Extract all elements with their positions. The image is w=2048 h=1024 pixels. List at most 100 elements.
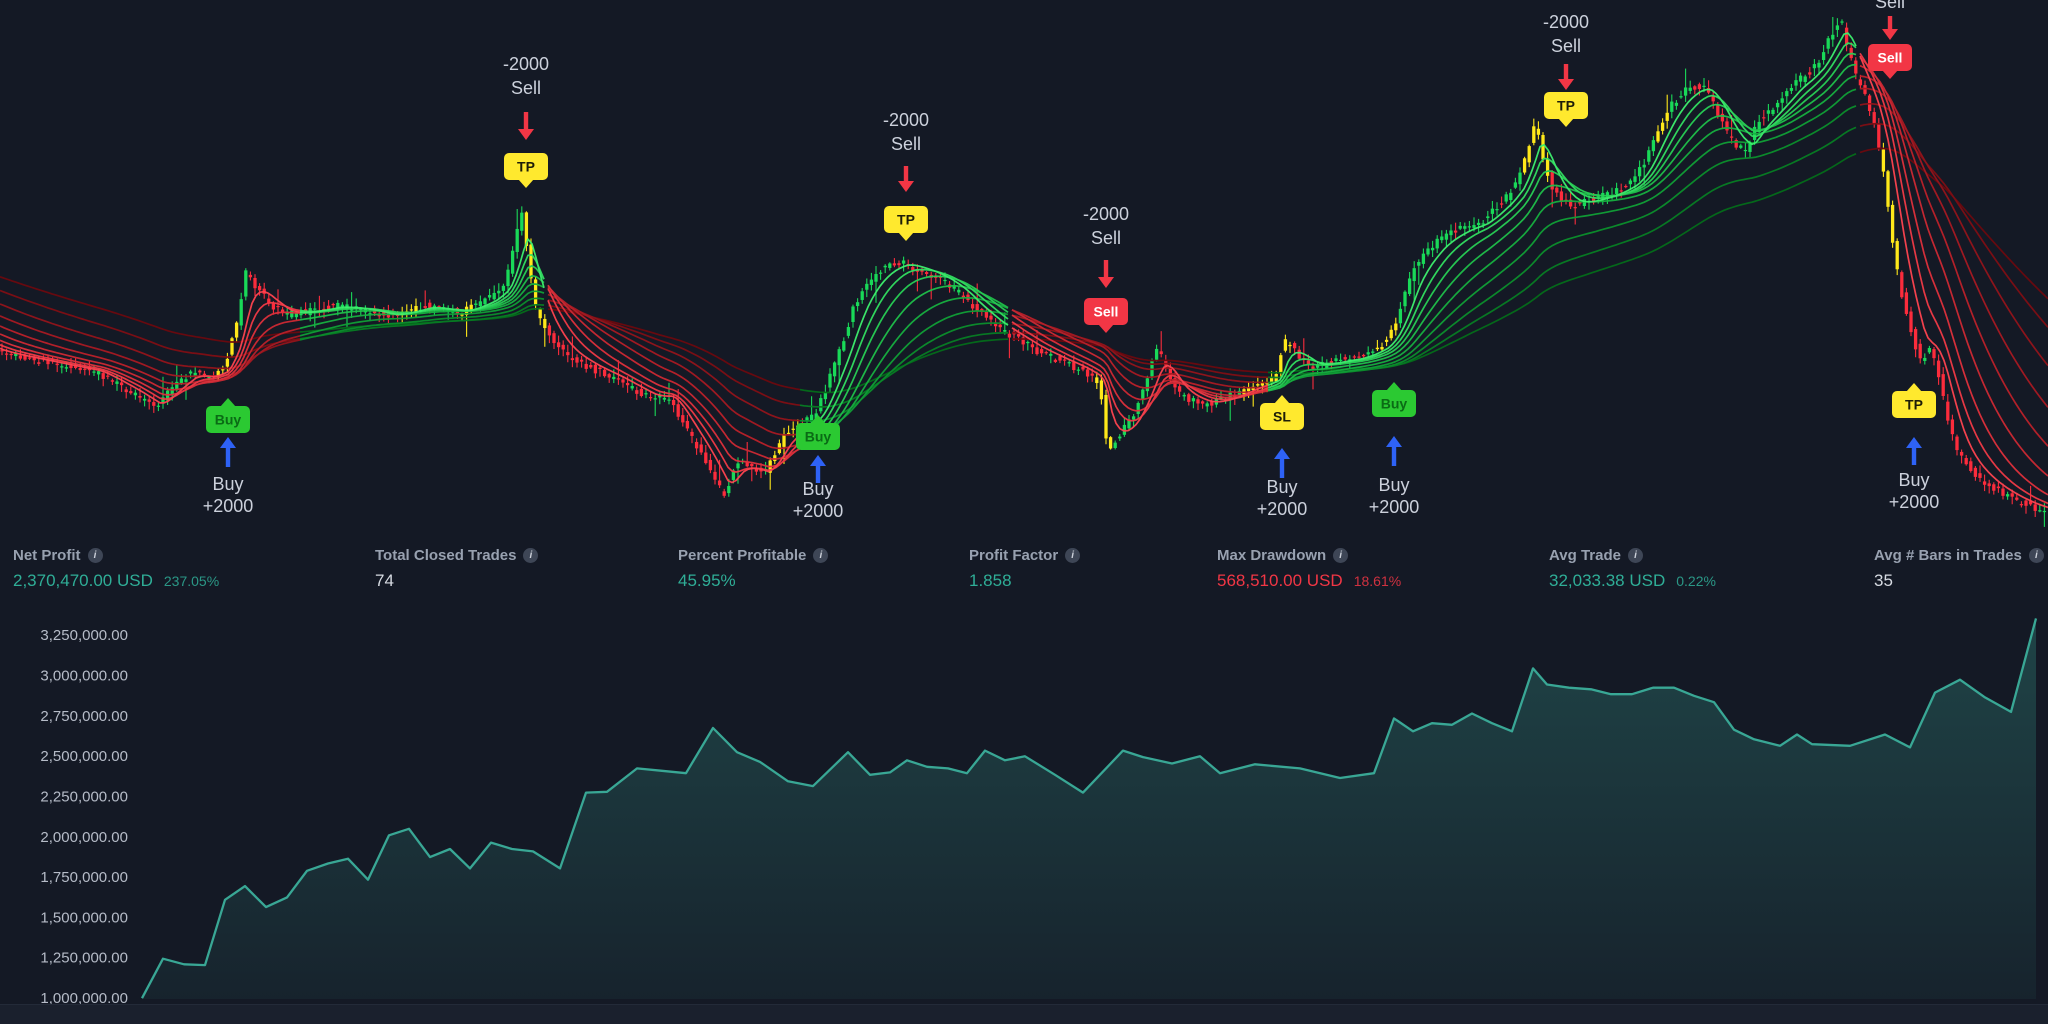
price-chart[interactable]: Buy+2000Buy-2000SellTPBuy+2000Buy-2000Se… <box>0 0 2048 541</box>
trade-marker-label: Sell <box>1091 228 1121 248</box>
trade-marker[interactable]: Buy+2000 SL <box>1257 395 1308 519</box>
stat-label: Max Drawdown i <box>1217 547 1401 564</box>
arrow-up-icon <box>1391 445 1397 466</box>
buy-badge[interactable]: Buy <box>796 415 840 450</box>
ma-ribbon-line <box>1011 309 1269 401</box>
trade-marker[interactable]: -2000 Sell Sell <box>1083 204 1129 333</box>
time-axis-strip <box>0 1004 2048 1024</box>
y-axis-label: 2,000,000.00 <box>40 829 128 846</box>
ma-ribbon-line <box>1267 126 1857 379</box>
stat-label-text: Max Drawdown <box>1217 547 1327 564</box>
ma-ribbon-line <box>1859 102 2048 367</box>
tp-badge[interactable]: TP <box>1544 92 1588 127</box>
trade-marker-label: -2000 <box>883 110 929 130</box>
trade-marker-label: Sell <box>511 78 541 98</box>
info-icon[interactable]: i <box>813 548 829 563</box>
ma-ribbon-line <box>1011 321 1269 422</box>
trade-marker[interactable]: -2000 Sell TP <box>1543 12 1589 127</box>
y-axis-label: 1,500,000.00 <box>40 909 128 926</box>
arrow-up-icon <box>220 437 236 448</box>
trade-marker-label: Sell <box>891 134 921 154</box>
arrow-up-icon <box>1279 457 1285 478</box>
stat-avg-trade: Avg Trade i 32,033.38 USD 0.22% <box>1549 547 1716 591</box>
y-axis-label: 1,250,000.00 <box>40 950 128 967</box>
trade-marker-label: Buy <box>212 474 243 494</box>
sl-badge[interactable]: SL <box>1260 395 1304 430</box>
info-icon[interactable]: i <box>1333 548 1349 563</box>
stat-value: 1.858 <box>969 571 1080 591</box>
arrow-up-icon <box>1911 446 1917 465</box>
arrow-down-icon <box>1558 79 1574 90</box>
stat-label: Avg # Bars in Trades i <box>1874 547 2044 564</box>
ma-ribbon-line <box>1011 314 1269 389</box>
tp-badge[interactable]: TP <box>1892 383 1936 418</box>
info-icon[interactable]: i <box>1065 548 1081 563</box>
ma-ribbon-line <box>799 296 1009 446</box>
trade-marker[interactable]: Sell Sell <box>1868 0 1912 79</box>
ma-ribbon-line <box>0 301 301 400</box>
stat-net-profit: Net Profit i 2,370,470.00 USD 237.05% <box>13 547 219 591</box>
stat-value: 35 <box>1874 571 2044 591</box>
ma-ribbon-line <box>1267 105 1857 384</box>
y-axis-label: 1,750,000.00 <box>40 869 128 886</box>
ma-ribbon-line <box>299 297 545 341</box>
ma-ribbon-line <box>547 299 801 484</box>
svg-text:TP: TP <box>897 212 915 228</box>
ma-ribbon-line <box>799 264 1009 437</box>
ma-ribbon-line <box>1011 314 1269 412</box>
ma-ribbon-line <box>547 299 801 422</box>
stat-value: 32,033.38 USD 0.22% <box>1549 571 1716 591</box>
ma-ribbon-line <box>799 268 1009 444</box>
ma-ribbon-layer <box>0 32 2048 509</box>
ma-ribbon-line <box>1011 327 1269 432</box>
trade-marker[interactable]: Buy+2000 TP <box>1889 383 1940 512</box>
stat-value-main: 35 <box>1874 571 1893 590</box>
trade-marker-label: +2000 <box>203 496 254 516</box>
stat-value: 568,510.00 USD 18.61% <box>1217 571 1401 591</box>
y-axis-label: 2,500,000.00 <box>40 748 128 765</box>
trade-marker-label: -2000 <box>1543 12 1589 32</box>
trade-marker-label: Buy <box>802 479 833 499</box>
info-icon[interactable]: i <box>2028 548 2044 563</box>
buy-badge[interactable]: Buy <box>206 398 250 433</box>
y-axis-label: 2,750,000.00 <box>40 708 128 725</box>
arrow-up-icon <box>1906 437 1922 448</box>
equity-curve-chart[interactable]: 3,250,000.00 3,000,000.00 2,750,000.00 2,50… <box>0 600 2048 1024</box>
arrow-down-icon <box>1887 16 1893 31</box>
buy-badge[interactable]: Buy <box>1372 382 1416 417</box>
stat-label: Avg Trade i <box>1549 547 1716 564</box>
trade-marker-label: Buy <box>1378 475 1409 495</box>
arrow-down-icon <box>523 112 529 131</box>
tp-badge[interactable]: TP <box>884 206 928 241</box>
trade-marker-label: +2000 <box>793 501 844 521</box>
ma-ribbon-line <box>547 284 801 468</box>
ma-ribbon-line <box>547 289 801 450</box>
performance-stats-row: Net Profit i 2,370,470.00 USD 237.05% Total … <box>0 541 2048 600</box>
stat-value-main: 74 <box>375 571 394 590</box>
trade-marker-label: -2000 <box>503 54 549 74</box>
stat-value-percent: 0.22% <box>1676 573 1716 589</box>
info-icon[interactable]: i <box>1627 548 1643 563</box>
tp-badge[interactable]: TP <box>504 153 548 188</box>
info-icon[interactable]: i <box>87 548 103 563</box>
ma-ribbon-line <box>1859 55 2048 509</box>
stat-value: 2,370,470.00 USD 237.05% <box>13 571 219 591</box>
trade-marker-label: +2000 <box>1369 497 1420 517</box>
sell-badge[interactable]: Sell <box>1868 44 1912 79</box>
ma-ribbon-line <box>547 285 801 460</box>
sell-badge[interactable]: Sell <box>1084 298 1128 333</box>
ma-ribbon-line <box>1011 331 1269 379</box>
trade-marker[interactable]: -2000 Sell TP <box>883 110 929 241</box>
stat-label: Net Profit i <box>13 547 219 564</box>
stat-label: Total Closed Trades i <box>375 547 539 564</box>
trade-marker[interactable]: -2000 Sell TP <box>503 54 549 188</box>
stat-label-text: Net Profit <box>13 547 81 564</box>
info-icon[interactable]: i <box>523 548 539 563</box>
ma-ribbon-line <box>1267 42 1857 389</box>
stat-avg-bars-in-trades: Avg # Bars in Trades i 35 <box>1874 547 2044 591</box>
ma-ribbon-line <box>1267 88 1857 388</box>
stat-label-text: Total Closed Trades <box>375 547 517 564</box>
